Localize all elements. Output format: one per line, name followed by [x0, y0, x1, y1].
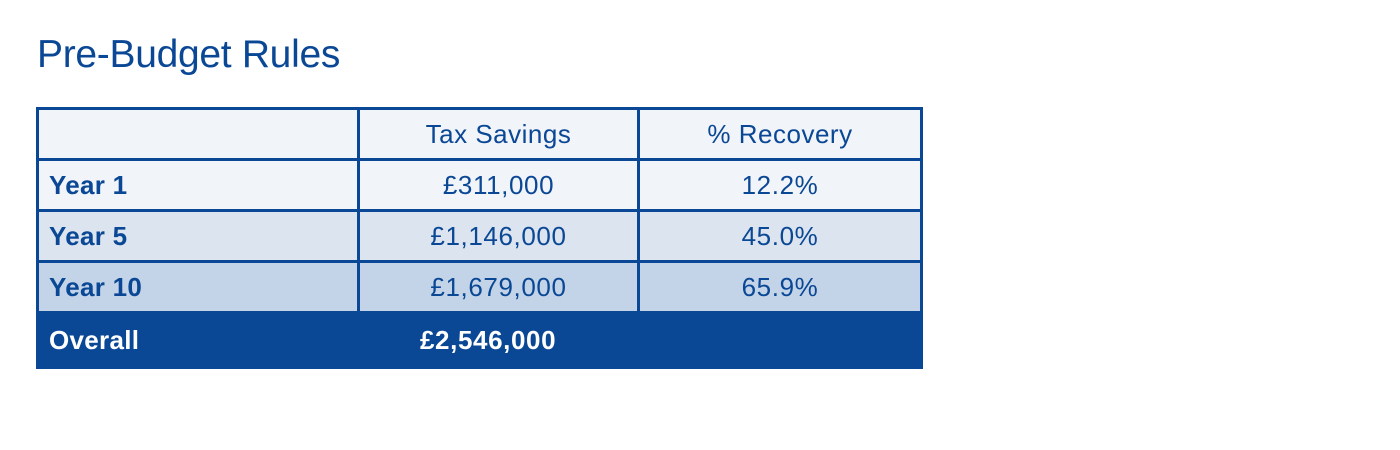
- total-tax-savings: £2,546,000: [357, 311, 923, 369]
- total-label: Overall: [36, 311, 360, 369]
- header-tax-savings: Tax Savings: [357, 107, 640, 161]
- header-empty-cell: [36, 107, 360, 161]
- row-label-year-5: Year 5: [36, 209, 360, 263]
- page-title: Pre-Budget Rules: [37, 33, 341, 76]
- tax-savings-year-1: £311,000: [357, 158, 640, 212]
- total-row: Overall £2,546,000: [36, 311, 923, 369]
- header-recovery: % Recovery: [637, 107, 923, 161]
- tax-savings-year-10: £1,679,000: [357, 260, 640, 314]
- tax-savings-year-5: £1,146,000: [357, 209, 640, 263]
- table-header-row: Tax Savings % Recovery: [36, 107, 923, 161]
- pre-budget-rules-table: Tax Savings % Recovery Year 1 £311,000 1…: [36, 107, 923, 369]
- table-row: Year 5 £1,146,000 45.0%: [36, 209, 923, 263]
- table-row: Year 1 £311,000 12.2%: [36, 158, 923, 212]
- recovery-year-1: 12.2%: [637, 158, 923, 212]
- recovery-year-10: 65.9%: [637, 260, 923, 314]
- row-label-year-1: Year 1: [36, 158, 360, 212]
- row-label-year-10: Year 10: [36, 260, 360, 314]
- table-row: Year 10 £1,679,000 65.9%: [36, 260, 923, 314]
- recovery-year-5: 45.0%: [637, 209, 923, 263]
